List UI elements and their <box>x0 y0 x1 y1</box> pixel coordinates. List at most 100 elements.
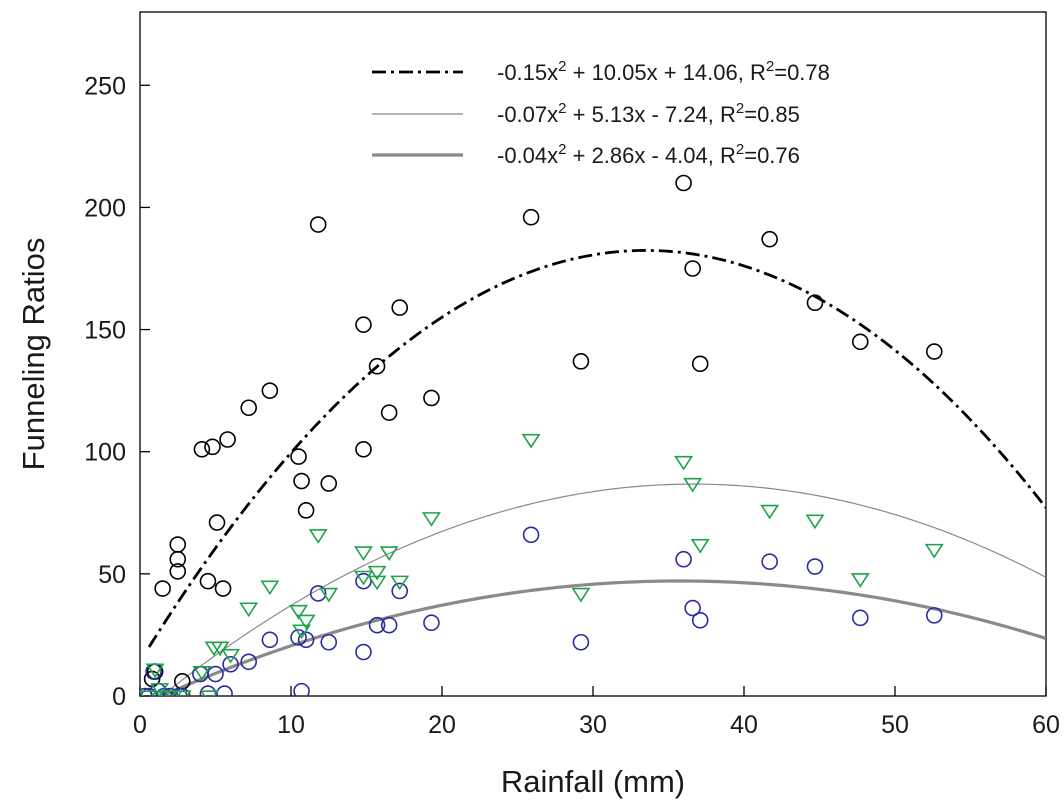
series-3-point <box>145 663 165 679</box>
series-2-point <box>216 685 233 696</box>
series-2-point <box>761 553 778 570</box>
series-3-point <box>850 573 870 588</box>
fit-curve-1 <box>147 249 1046 648</box>
series-3-point <box>192 665 212 681</box>
series-2-point <box>355 643 372 661</box>
series-1-point <box>368 357 386 375</box>
series-3-point <box>421 512 441 527</box>
series-2-point <box>290 629 307 646</box>
series-3-point <box>390 575 410 591</box>
series-3-point <box>296 614 316 630</box>
series-1-point <box>691 355 709 373</box>
series-1-point <box>154 580 171 597</box>
series-3-point <box>172 690 192 696</box>
series-2-point <box>851 609 869 627</box>
series-3-point <box>354 546 373 561</box>
series-3-point <box>292 624 312 640</box>
series-3-point <box>367 575 387 591</box>
series-1-point <box>380 404 398 421</box>
x-tick-label: 0 <box>133 711 147 739</box>
series-1-point <box>675 174 692 192</box>
y-tick-label: 250 <box>84 72 126 100</box>
series-2-point <box>684 599 701 617</box>
legend-label-fit-1: -0.15x2 + 10.05x + 14.06, R2=0.78 <box>497 58 830 85</box>
y-tick-label: 0 <box>112 683 126 711</box>
series-2-point <box>140 687 153 696</box>
series-3-point <box>805 514 825 530</box>
series-2-point <box>355 572 372 590</box>
series-2-point <box>691 611 709 629</box>
x-tick-label: 30 <box>579 711 607 739</box>
series-3-point <box>924 543 944 559</box>
series-2-point <box>522 526 540 544</box>
y-tick-label: 100 <box>84 439 126 467</box>
series-3-point <box>379 546 399 561</box>
series-2-point <box>240 653 258 671</box>
series-1-point <box>355 316 372 333</box>
series-1-point <box>572 353 590 370</box>
series-3-point <box>210 641 230 657</box>
x-axis-title: Rainfall (mm) <box>501 764 685 799</box>
series-3-point <box>521 433 541 449</box>
series-3-point <box>289 604 309 620</box>
x-tick-label: 60 <box>1032 711 1060 739</box>
series-1-point <box>320 475 338 492</box>
x-tick-label: 10 <box>277 711 305 739</box>
legend-label-fit-3: -0.04x2 + 2.86x - 4.04, R2=0.76 <box>497 141 800 168</box>
y-tick-label: 200 <box>84 194 126 222</box>
series-1-point <box>423 389 440 407</box>
series-1-point <box>199 572 217 590</box>
series-2-point <box>261 631 279 649</box>
fit-curve-2 <box>162 483 1046 696</box>
series-3-point <box>571 587 591 603</box>
series-3-point <box>140 690 158 696</box>
series-2-point <box>368 616 386 634</box>
series-3-point <box>319 587 339 603</box>
series-2-point <box>140 687 158 696</box>
series-2-point <box>161 687 179 696</box>
series-2-point <box>207 665 224 683</box>
series-2-point <box>925 607 943 624</box>
series-2-point <box>380 616 398 634</box>
series-3-point <box>199 690 219 696</box>
series-1-point <box>522 208 540 226</box>
series-3-point <box>683 477 703 493</box>
y-tick-label: 150 <box>84 317 126 345</box>
series-3-point <box>163 690 183 696</box>
legend-label-fit-2: -0.07x2 + 5.13x - 7.24, R2=0.85 <box>497 100 800 127</box>
series-1-point <box>925 343 943 360</box>
series-3-point <box>239 602 259 618</box>
series-1-point <box>806 294 824 312</box>
series-1-point <box>261 382 279 399</box>
series-3-point <box>367 565 387 581</box>
series-3-point <box>260 580 280 596</box>
series-1-point <box>208 514 226 531</box>
legend: -0.15x2 + 10.05x + 14.06, R2=0.78 -0.07x… <box>372 58 830 168</box>
series-3-point <box>760 504 780 520</box>
series-3-point <box>674 455 694 471</box>
series-3-point <box>150 683 170 696</box>
fit-lines <box>147 249 1046 696</box>
series-2-point <box>572 633 590 651</box>
series-1-point <box>193 440 211 458</box>
series-1-point <box>219 431 236 448</box>
x-axis-ticks: 0 10 20 30 40 50 60 <box>133 686 1060 739</box>
series-2-point <box>222 655 239 673</box>
series-1-point <box>290 448 307 465</box>
series-3-point <box>690 538 710 554</box>
series-1-point <box>169 563 187 580</box>
data-markers <box>140 174 944 696</box>
series-2-point <box>675 550 692 568</box>
x-tick-label: 20 <box>428 711 456 739</box>
series-2-point <box>309 585 327 602</box>
series-2-point <box>423 614 440 632</box>
series-1-point <box>169 536 187 553</box>
y-tick-label: 50 <box>98 561 126 589</box>
series-1-point <box>761 230 778 248</box>
x-tick-label: 50 <box>881 711 909 739</box>
x-tick-label: 40 <box>730 711 758 739</box>
series-2-point <box>293 682 310 696</box>
fit-curve-3 <box>162 579 1046 696</box>
series-1-point <box>297 502 315 519</box>
